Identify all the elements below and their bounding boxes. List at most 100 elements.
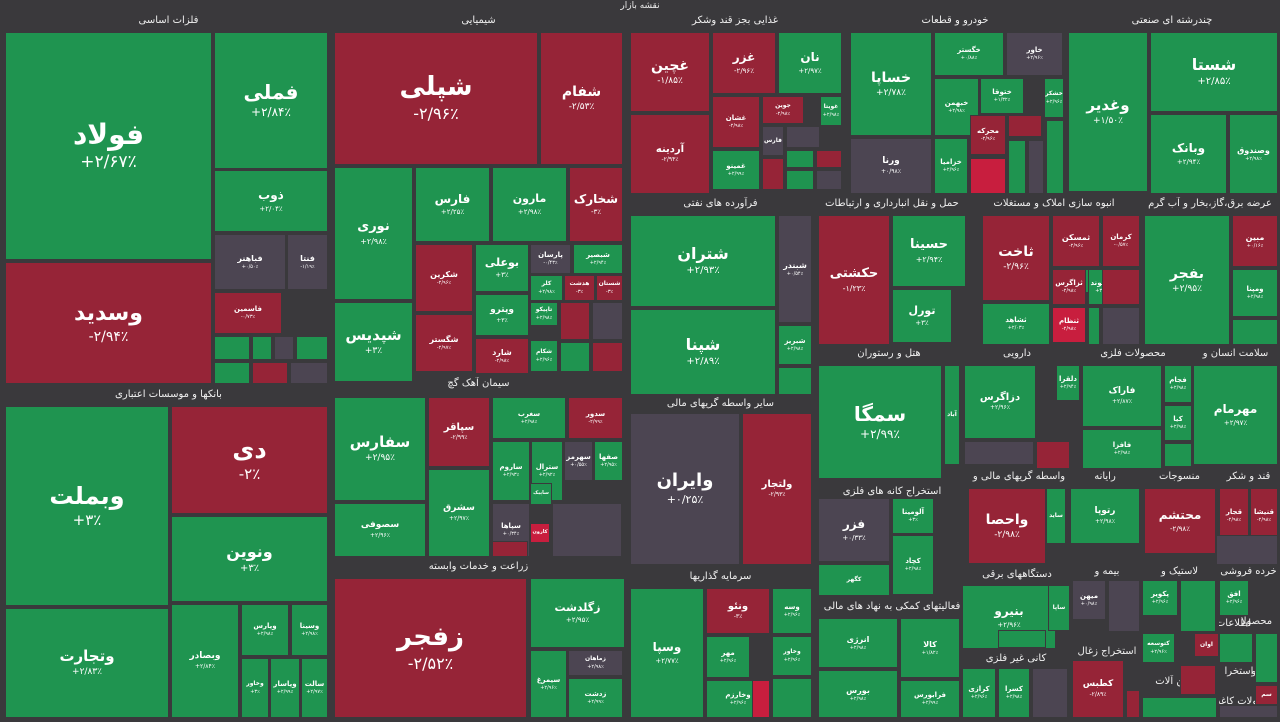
stock-tile[interactable]: ونئو -۳٪ <box>706 588 770 634</box>
stock-tile[interactable]: وایران +۰/۲۵٪ <box>630 413 740 565</box>
stock-tile[interactable]: شپدیس +۳٪ <box>334 302 413 382</box>
stock-tile[interactable]: سغرب +۲/۹۸٪ <box>492 397 566 439</box>
stock-tile[interactable]: سمگا +۲/۹۹٪ <box>818 365 942 479</box>
stock-tile[interactable]: ثمسکن -۲/۹۶٪ <box>1052 215 1100 267</box>
stock-tile-small[interactable] <box>1088 307 1100 345</box>
stock-tile[interactable]: خساپا +۲/۷۸٪ <box>850 32 932 136</box>
stock-tile-small[interactable] <box>552 503 622 557</box>
stock-tile[interactable]: مبین +۰/۱۶٪ <box>1232 215 1278 267</box>
stock-tile[interactable]: هدشت -۳٪ <box>564 275 595 301</box>
stock-tile[interactable]: بفجر +۲/۹۵٪ <box>1144 215 1230 345</box>
stock-tile[interactable]: ولتجار -۲/۹۳٪ <box>742 413 812 565</box>
stock-tile[interactable]: ختوقا +۱/۳۲٪ <box>980 78 1024 114</box>
stock-tile[interactable]: شکرین -۲/۹۶٪ <box>415 244 473 312</box>
stock-tile[interactable]: تاپیکو +۲/۹۸٪ <box>530 302 558 326</box>
stock-tile[interactable]: وبملت +۳٪ <box>5 406 169 606</box>
stock-tile[interactable]: سیمرغ +۲/۹۶٪ <box>530 650 567 718</box>
stock-tile[interactable]: زماهان +۲/۹۸٪ <box>568 650 623 676</box>
stock-tile-small[interactable] <box>274 336 294 360</box>
stock-tile[interactable]: اوان <box>1194 633 1219 657</box>
stock-tile-small[interactable] <box>964 441 1034 465</box>
stock-tile[interactable]: وخاور +۲/۹۶٪ <box>772 636 812 676</box>
stock-tile[interactable]: دزاگرس +۲/۹۶٪ <box>964 365 1036 439</box>
stock-tile[interactable]: کطبس -۲/۸۹٪ <box>1072 660 1124 718</box>
stock-tile[interactable]: کرازی +۲/۹۶٪ <box>962 668 996 718</box>
stock-tile[interactable]: فجام +۲/۹۸٪ <box>1164 365 1192 403</box>
stock-tile-small[interactable] <box>786 150 814 168</box>
stock-tile[interactable]: وسینا +۲/۹۸٪ <box>291 604 328 656</box>
stock-tile-small[interactable] <box>1108 580 1140 632</box>
stock-tile-small[interactable] <box>1036 441 1070 469</box>
stock-tile[interactable]: سفارس +۲/۹۵٪ <box>334 397 426 501</box>
stock-tile[interactable]: ساروم +۲/۹۳٪ <box>492 441 530 501</box>
stock-tile-small[interactable] <box>592 342 623 372</box>
stock-tile[interactable]: شستان -۳٪ <box>596 275 623 301</box>
stock-tile[interactable]: رتوپا +۲/۹۸٪ <box>1070 488 1140 544</box>
stock-tile-small[interactable] <box>1126 690 1140 718</box>
stock-tile-small[interactable] <box>778 367 812 395</box>
stock-tile[interactable]: سم <box>1255 685 1278 705</box>
stock-tile-small[interactable] <box>252 362 288 384</box>
stock-tile[interactable]: شخارک -۳٪ <box>569 167 623 242</box>
stock-tile[interactable]: شبصیر +۲/۹۴٪ <box>573 244 623 274</box>
stock-tile[interactable]: محتشم -۲/۹۸٪ <box>1144 488 1216 554</box>
stock-tile[interactable]: شبریز +۲/۹۸٪ <box>778 325 812 365</box>
stock-tile-small[interactable] <box>252 336 272 360</box>
stock-tile[interactable]: مهرمام +۲/۹۷٪ <box>1193 365 1278 465</box>
stock-tile[interactable]: فارس <box>762 126 784 156</box>
stock-tile-small[interactable] <box>1219 705 1278 718</box>
stock-tile[interactable]: آردینه -۲/۹۴٪ <box>630 114 710 194</box>
stock-tile-small[interactable] <box>786 170 814 190</box>
stock-tile-small[interactable] <box>1164 443 1192 467</box>
stock-tile[interactable]: غچین -۱/۸۵٪ <box>630 32 710 112</box>
stock-tile[interactable]: قنیشا -۲/۹۸٪ <box>1250 488 1278 544</box>
stock-tile[interactable]: بوعلی +۳٪ <box>475 244 529 292</box>
stock-tile[interactable]: خاور +۲/۹۶٪ <box>1006 32 1063 76</box>
stock-tile[interactable]: خگستر +۰/۸۸٪ <box>934 32 1004 76</box>
stock-tile[interactable]: دی -۲٪ <box>171 406 328 514</box>
stock-tile[interactable]: پکویر +۲/۹۶٪ <box>1142 580 1178 616</box>
stock-tile[interactable]: وتجارت +۲/۸۳٪ <box>5 608 169 718</box>
stock-tile[interactable]: شکام +۲/۹۶٪ <box>530 340 558 372</box>
stock-tile-small[interactable] <box>560 342 590 372</box>
stock-tile[interactable]: سالت +۲/۹۷٪ <box>301 658 328 718</box>
stock-tile-small[interactable] <box>1232 319 1278 345</box>
stock-tile[interactable]: نوری +۲/۹۸٪ <box>334 167 413 300</box>
stock-tile[interactable]: وپاسار +۲/۹۹٪ <box>270 658 300 718</box>
stock-tile-small[interactable] <box>296 336 328 360</box>
stock-tile[interactable]: فباهنر +۰/۵۰٪ <box>214 234 286 290</box>
stock-tile[interactable]: تورل +۳٪ <box>892 289 952 343</box>
stock-tile[interactable]: سصوفی +۲/۹۶٪ <box>334 503 426 557</box>
stock-tile-small[interactable] <box>1142 697 1217 718</box>
stock-tile[interactable]: زفجر -۲/۵۲٪ <box>334 578 527 718</box>
stock-tile-small[interactable] <box>998 630 1046 648</box>
stock-tile-small[interactable] <box>970 158 1006 194</box>
stock-tile-small[interactable] <box>1219 633 1253 663</box>
stock-tile[interactable]: شتران +۲/۹۳٪ <box>630 215 776 307</box>
stock-tile[interactable]: آلومینا +۳٪ <box>892 498 934 534</box>
stock-tile-small[interactable] <box>772 678 812 718</box>
stock-tile[interactable]: کگهر <box>818 564 890 596</box>
stock-tile[interactable]: شفام -۲/۵۳٪ <box>540 32 623 165</box>
stock-tile[interactable]: کلر +۲/۹۸٪ <box>530 275 563 301</box>
stock-tile[interactable]: ومپنا +۲/۹۸٪ <box>1232 269 1278 317</box>
stock-tile-small[interactable] <box>214 336 250 360</box>
stock-tile[interactable]: وسه +۲/۹۶٪ <box>772 588 812 634</box>
stock-tile[interactable]: ثشاهد +۲/۰۳٪ <box>982 303 1050 345</box>
stock-tile[interactable]: جوین -۲/۹۸٪ <box>762 96 804 124</box>
stock-tile[interactable]: ساید <box>1046 488 1066 544</box>
stock-tile-small[interactable] <box>786 126 820 148</box>
stock-tile-small[interactable] <box>1008 140 1026 194</box>
stock-tile[interactable]: ذوب +۲/۰۴٪ <box>214 170 328 232</box>
stock-tile-small[interactable] <box>762 158 784 190</box>
stock-tile[interactable]: وخاور +۳٪ <box>241 658 269 718</box>
stock-tile-small[interactable] <box>1180 580 1216 632</box>
stock-tile[interactable]: وسدید -۲/۹۴٪ <box>5 262 212 384</box>
stock-tile[interactable]: زدشت +۲/۹۹٪ <box>568 678 623 718</box>
stock-tile[interactable]: وبانک +۲/۹۴٪ <box>1150 114 1227 194</box>
stock-tile-small[interactable] <box>1008 115 1042 137</box>
stock-tile[interactable]: قجار -۲/۹۸٪ <box>1219 488 1249 544</box>
stock-tile[interactable]: فرابورس +۲/۹۹٪ <box>900 680 960 718</box>
stock-tile[interactable]: وپترو +۳٪ <box>475 294 529 336</box>
stock-tile-small[interactable] <box>1102 269 1140 305</box>
